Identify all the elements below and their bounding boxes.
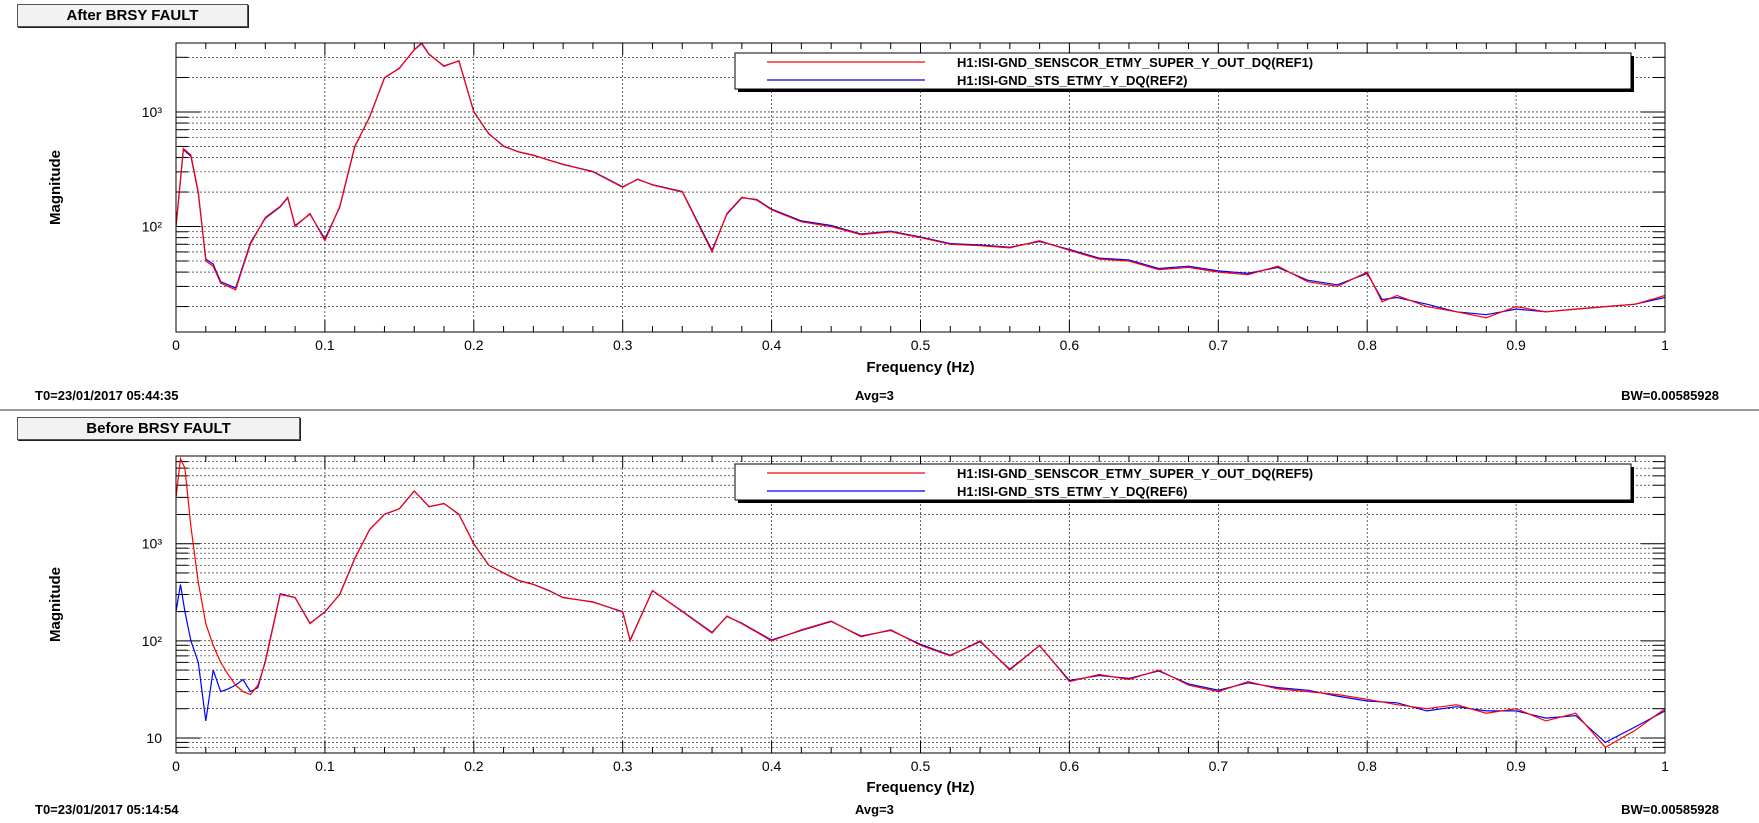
footer-t0: T0=23/01/2017 05:44:35 — [35, 388, 179, 403]
x-tick-label: 0.8 — [1357, 758, 1377, 774]
y-axis-title: Magnitude — [47, 150, 64, 225]
legend-entry-0: H1:ISI-GND_SENSCOR_ETMY_SUPER_Y_OUT_DQ(R… — [957, 55, 1313, 70]
x-tick-label: 0.6 — [1060, 758, 1080, 774]
x-tick-label: 0.4 — [762, 337, 782, 353]
x-tick-label: 0.6 — [1060, 337, 1080, 353]
legend-entry-0: H1:ISI-GND_SENSCOR_ETMY_SUPER_Y_OUT_DQ(R… — [957, 466, 1313, 481]
x-tick-label: 0.7 — [1209, 337, 1229, 353]
panel-title: After BRSY FAULT — [17, 4, 248, 27]
y-tick-label: 10² — [142, 219, 163, 235]
x-axis-title: Frequency (Hz) — [866, 779, 974, 796]
legend-box — [734, 463, 1632, 501]
y-tick-label: 10² — [142, 633, 163, 649]
footer-avg: Avg=3 — [855, 802, 894, 817]
y-tick-label: 10³ — [142, 104, 163, 120]
chart-before-svg: 0 0.1 0.2 0.3 0.4 0.5 0.6 0.7 0.8 0.9 1 10 10² 10³ Fre… — [47, 455, 1669, 796]
legend: H1:ISI-GND_SENSCOR_ETMY_SUPER_Y_OUT_DQ(R… — [734, 52, 1634, 92]
x-tick-label: 0.5 — [911, 758, 931, 774]
legend-box — [734, 52, 1632, 90]
x-tick-label: 0.9 — [1506, 337, 1526, 353]
footer-t0: T0=23/01/2017 05:14:54 — [35, 802, 179, 817]
legend-entry-1: H1:ISI-GND_STS_ETMY_Y_DQ(REF6) — [957, 484, 1187, 499]
x-tick-label: 0.7 — [1209, 758, 1229, 774]
x-tick-label: 0.1 — [315, 337, 335, 353]
x-tick-label: 0.2 — [464, 758, 484, 774]
legend-entry-1: H1:ISI-GND_STS_ETMY_Y_DQ(REF2) — [957, 73, 1187, 88]
x-tick-label: 0 — [172, 337, 180, 353]
footer-avg: Avg=3 — [855, 388, 894, 403]
legend: H1:ISI-GND_SENSCOR_ETMY_SUPER_Y_OUT_DQ(R… — [734, 463, 1634, 503]
x-tick-label: 0.3 — [613, 758, 633, 774]
x-tick-label: 0.4 — [762, 758, 782, 774]
plot-panel-before: Before BRSY FAULT 0 0.1 0.2 0.3 0.4 0.5 0.6 0.7… — [0, 413, 1759, 823]
grid — [176, 43, 1665, 332]
plot-frame — [175, 455, 1666, 754]
x-axis-title: Frequency (Hz) — [866, 359, 974, 376]
panel-title: Before BRSY FAULT — [17, 417, 300, 440]
footer-bw: BW=0.00585928 — [1621, 802, 1719, 817]
y-axis-title: Magnitude — [47, 567, 64, 642]
plot-frame — [175, 42, 1666, 333]
x-tick-label: 0.9 — [1506, 758, 1526, 774]
x-tick-label: 1 — [1661, 758, 1669, 774]
plot-panel-after: After BRSY FAULT 0 0.1 0.2 0.3 0.4 0.5 0.6 0.7 0… — [0, 0, 1759, 411]
y-tick-label: 10 — [146, 730, 162, 746]
footer-bw: BW=0.00585928 — [1621, 388, 1719, 403]
x-tick-label: 0.5 — [911, 337, 931, 353]
chart-after-svg: 0 0.1 0.2 0.3 0.4 0.5 0.6 0.7 0.8 0.9 1 10² 10³ Frequ… — [47, 42, 1669, 376]
x-tick-label: 0.1 — [315, 758, 335, 774]
y-tick-label: 10³ — [142, 536, 163, 552]
series-line-0 — [176, 43, 1665, 319]
x-tick-label: 1 — [1661, 337, 1669, 353]
x-tick-label: 0.3 — [613, 337, 633, 353]
x-tick-label: 0.8 — [1357, 337, 1377, 353]
x-tick-label: 0.2 — [464, 337, 484, 353]
series-line-0 — [176, 456, 1665, 749]
x-tick-label: 0 — [172, 758, 180, 774]
